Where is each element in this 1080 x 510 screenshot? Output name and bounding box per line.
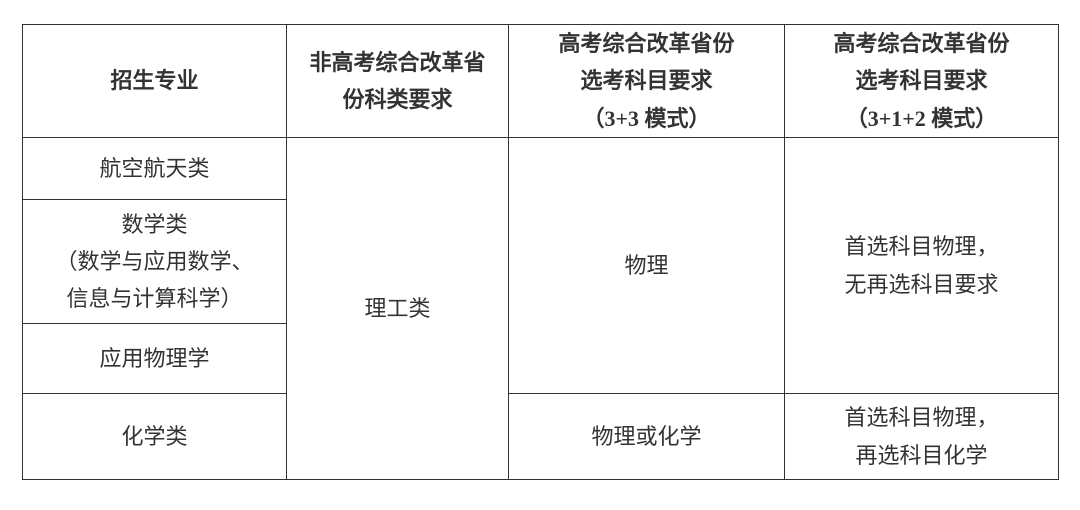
req-text: 首选科目物理，: [844, 405, 998, 430]
col-header-major: 招生专业: [23, 25, 287, 138]
header-text: 非高考综合改革省: [309, 50, 485, 75]
requirements-table: 招生专业 非高考综合改革省 份科类要求 高考综合改革省份 选考科目要求 （3+3…: [22, 24, 1059, 480]
col-header-mode312: 高考综合改革省份 选考科目要求 （3+1+2 模式）: [785, 25, 1059, 138]
table-row: 航空航天类 理工类 物理 首选科目物理， 无再选科目要求: [23, 138, 1059, 200]
header-text: 选考科目要求: [855, 68, 987, 93]
col-header-mode33: 高考综合改革省份 选考科目要求 （3+3 模式）: [509, 25, 785, 138]
cell-major: 应用物理学: [23, 324, 287, 394]
header-text: 选考科目要求: [580, 68, 712, 93]
cell-major: 化学类: [23, 394, 287, 480]
table-container: 招生专业 非高考综合改革省 份科类要求 高考综合改革省份 选考科目要求 （3+3…: [0, 0, 1080, 504]
header-text: 招生专业: [110, 68, 198, 93]
cell-mode33-bottom: 物理或化学: [509, 394, 785, 480]
req-text: 再选科目化学: [855, 443, 987, 468]
header-text: （3+1+2 模式）: [846, 106, 998, 131]
category-text: 理工类: [364, 296, 430, 321]
major-name: 化学类: [121, 424, 187, 449]
cell-major: 数学类 （数学与应用数学、 信息与计算科学）: [23, 200, 287, 324]
req-text: 物理或化学: [591, 424, 701, 449]
cell-major: 航空航天类: [23, 138, 287, 200]
table-header-row: 招生专业 非高考综合改革省 份科类要求 高考综合改革省份 选考科目要求 （3+3…: [23, 25, 1059, 138]
major-name: （数学与应用数学、: [55, 249, 253, 274]
header-text: 高考综合改革省份: [833, 31, 1009, 56]
cell-category-req: 理工类: [287, 138, 509, 480]
header-text: 高考综合改革省份: [558, 31, 734, 56]
header-text: （3+3 模式）: [582, 106, 710, 131]
major-name: 应用物理学: [99, 346, 209, 371]
cell-mode312-top: 首选科目物理， 无再选科目要求: [785, 138, 1059, 394]
req-text: 首选科目物理，: [844, 234, 998, 259]
req-text: 无再选科目要求: [844, 272, 998, 297]
table-row: 化学类 物理或化学 首选科目物理， 再选科目化学: [23, 394, 1059, 480]
cell-mode33-top: 物理: [509, 138, 785, 394]
major-name: 航空航天类: [99, 156, 209, 181]
cell-mode312-bottom: 首选科目物理， 再选科目化学: [785, 394, 1059, 480]
req-text: 物理: [624, 253, 668, 278]
header-text: 份科类要求: [342, 87, 452, 112]
major-name: 数学类: [121, 212, 187, 237]
major-name: 信息与计算科学）: [66, 286, 242, 311]
col-header-nonreform: 非高考综合改革省 份科类要求: [287, 25, 509, 138]
